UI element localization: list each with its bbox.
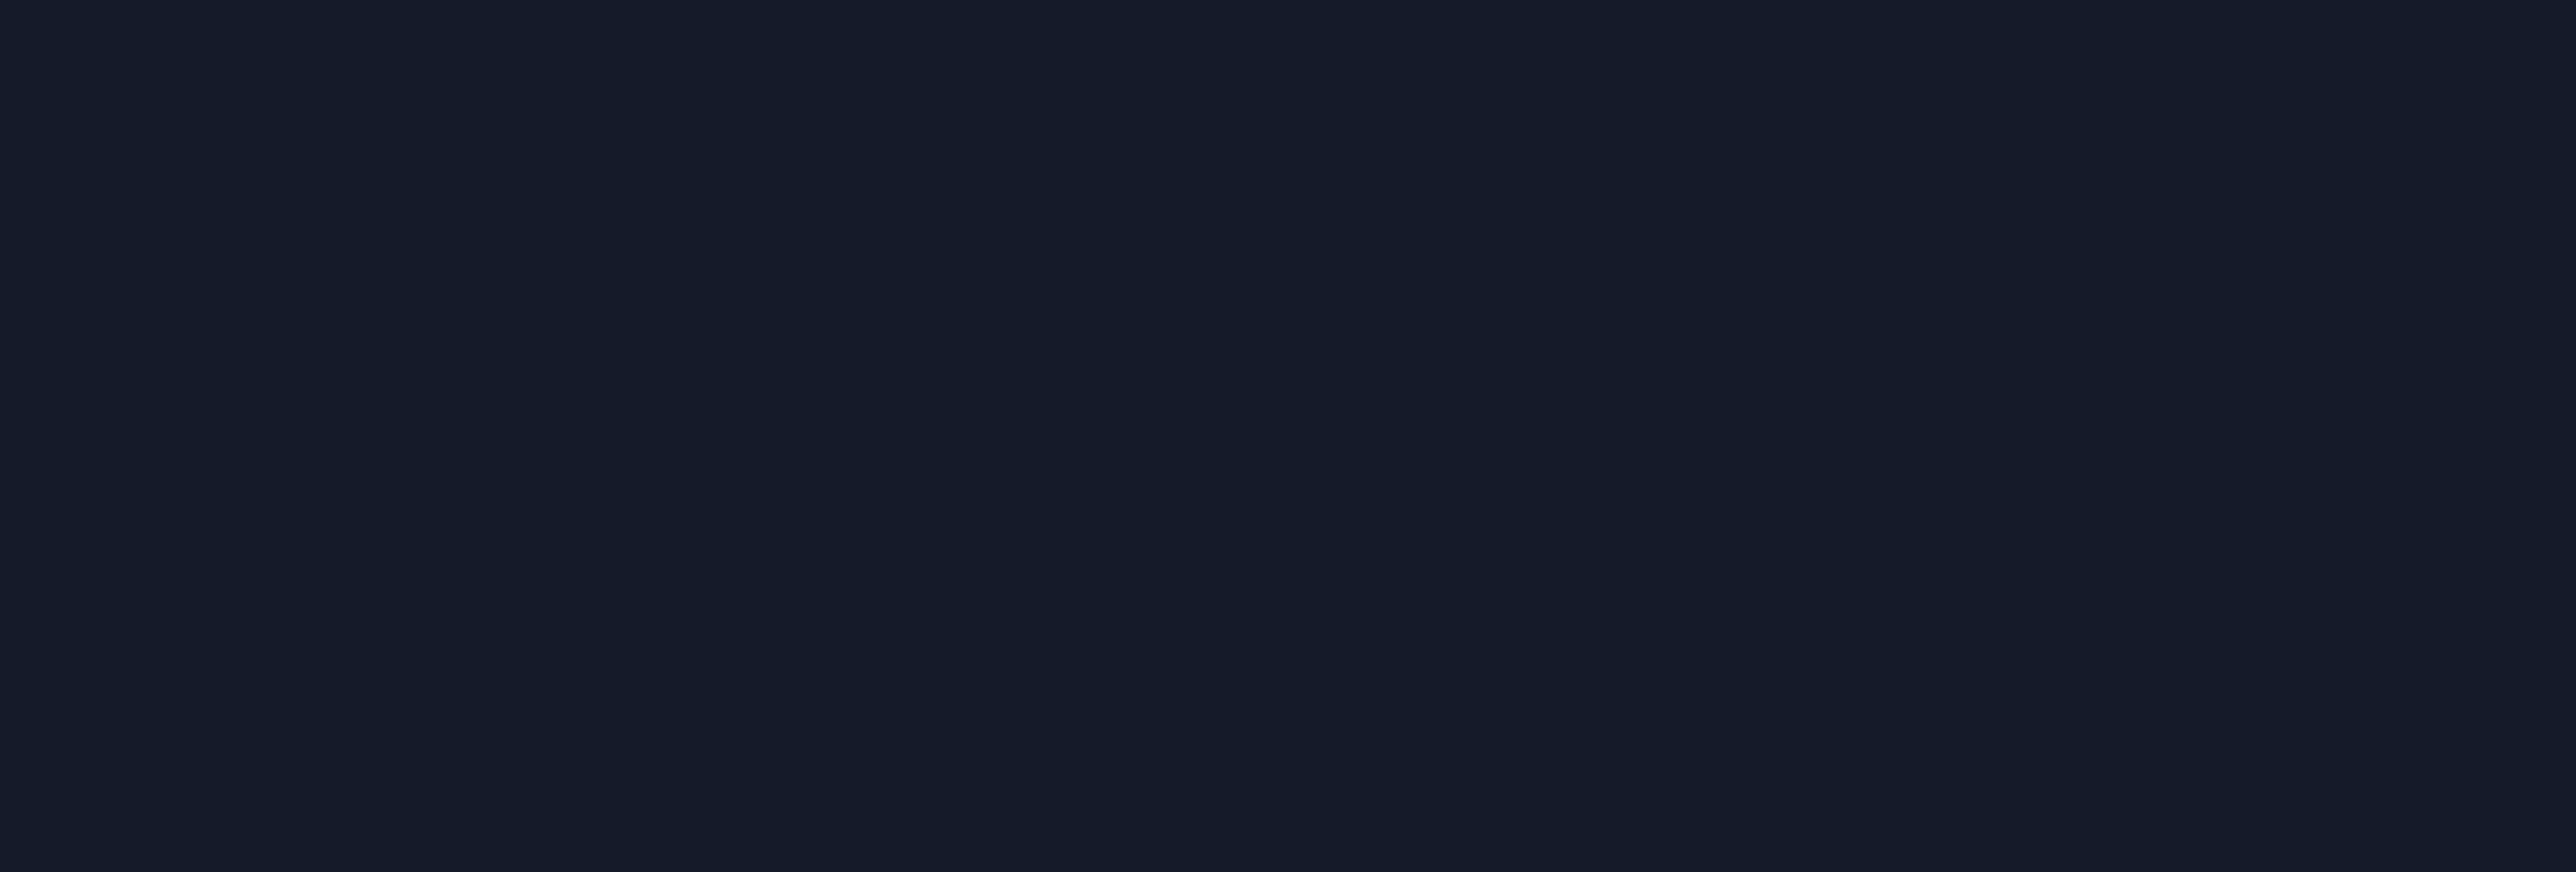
legend-item-flow[interactable] [1305,840,1331,856]
legend [0,834,2576,861]
price-series-swatch-icon [1245,840,1261,856]
flow-series-swatch-icon [1305,840,1322,856]
flow-current-badge [0,0,13,5]
legend-item-price[interactable] [1245,840,1271,856]
